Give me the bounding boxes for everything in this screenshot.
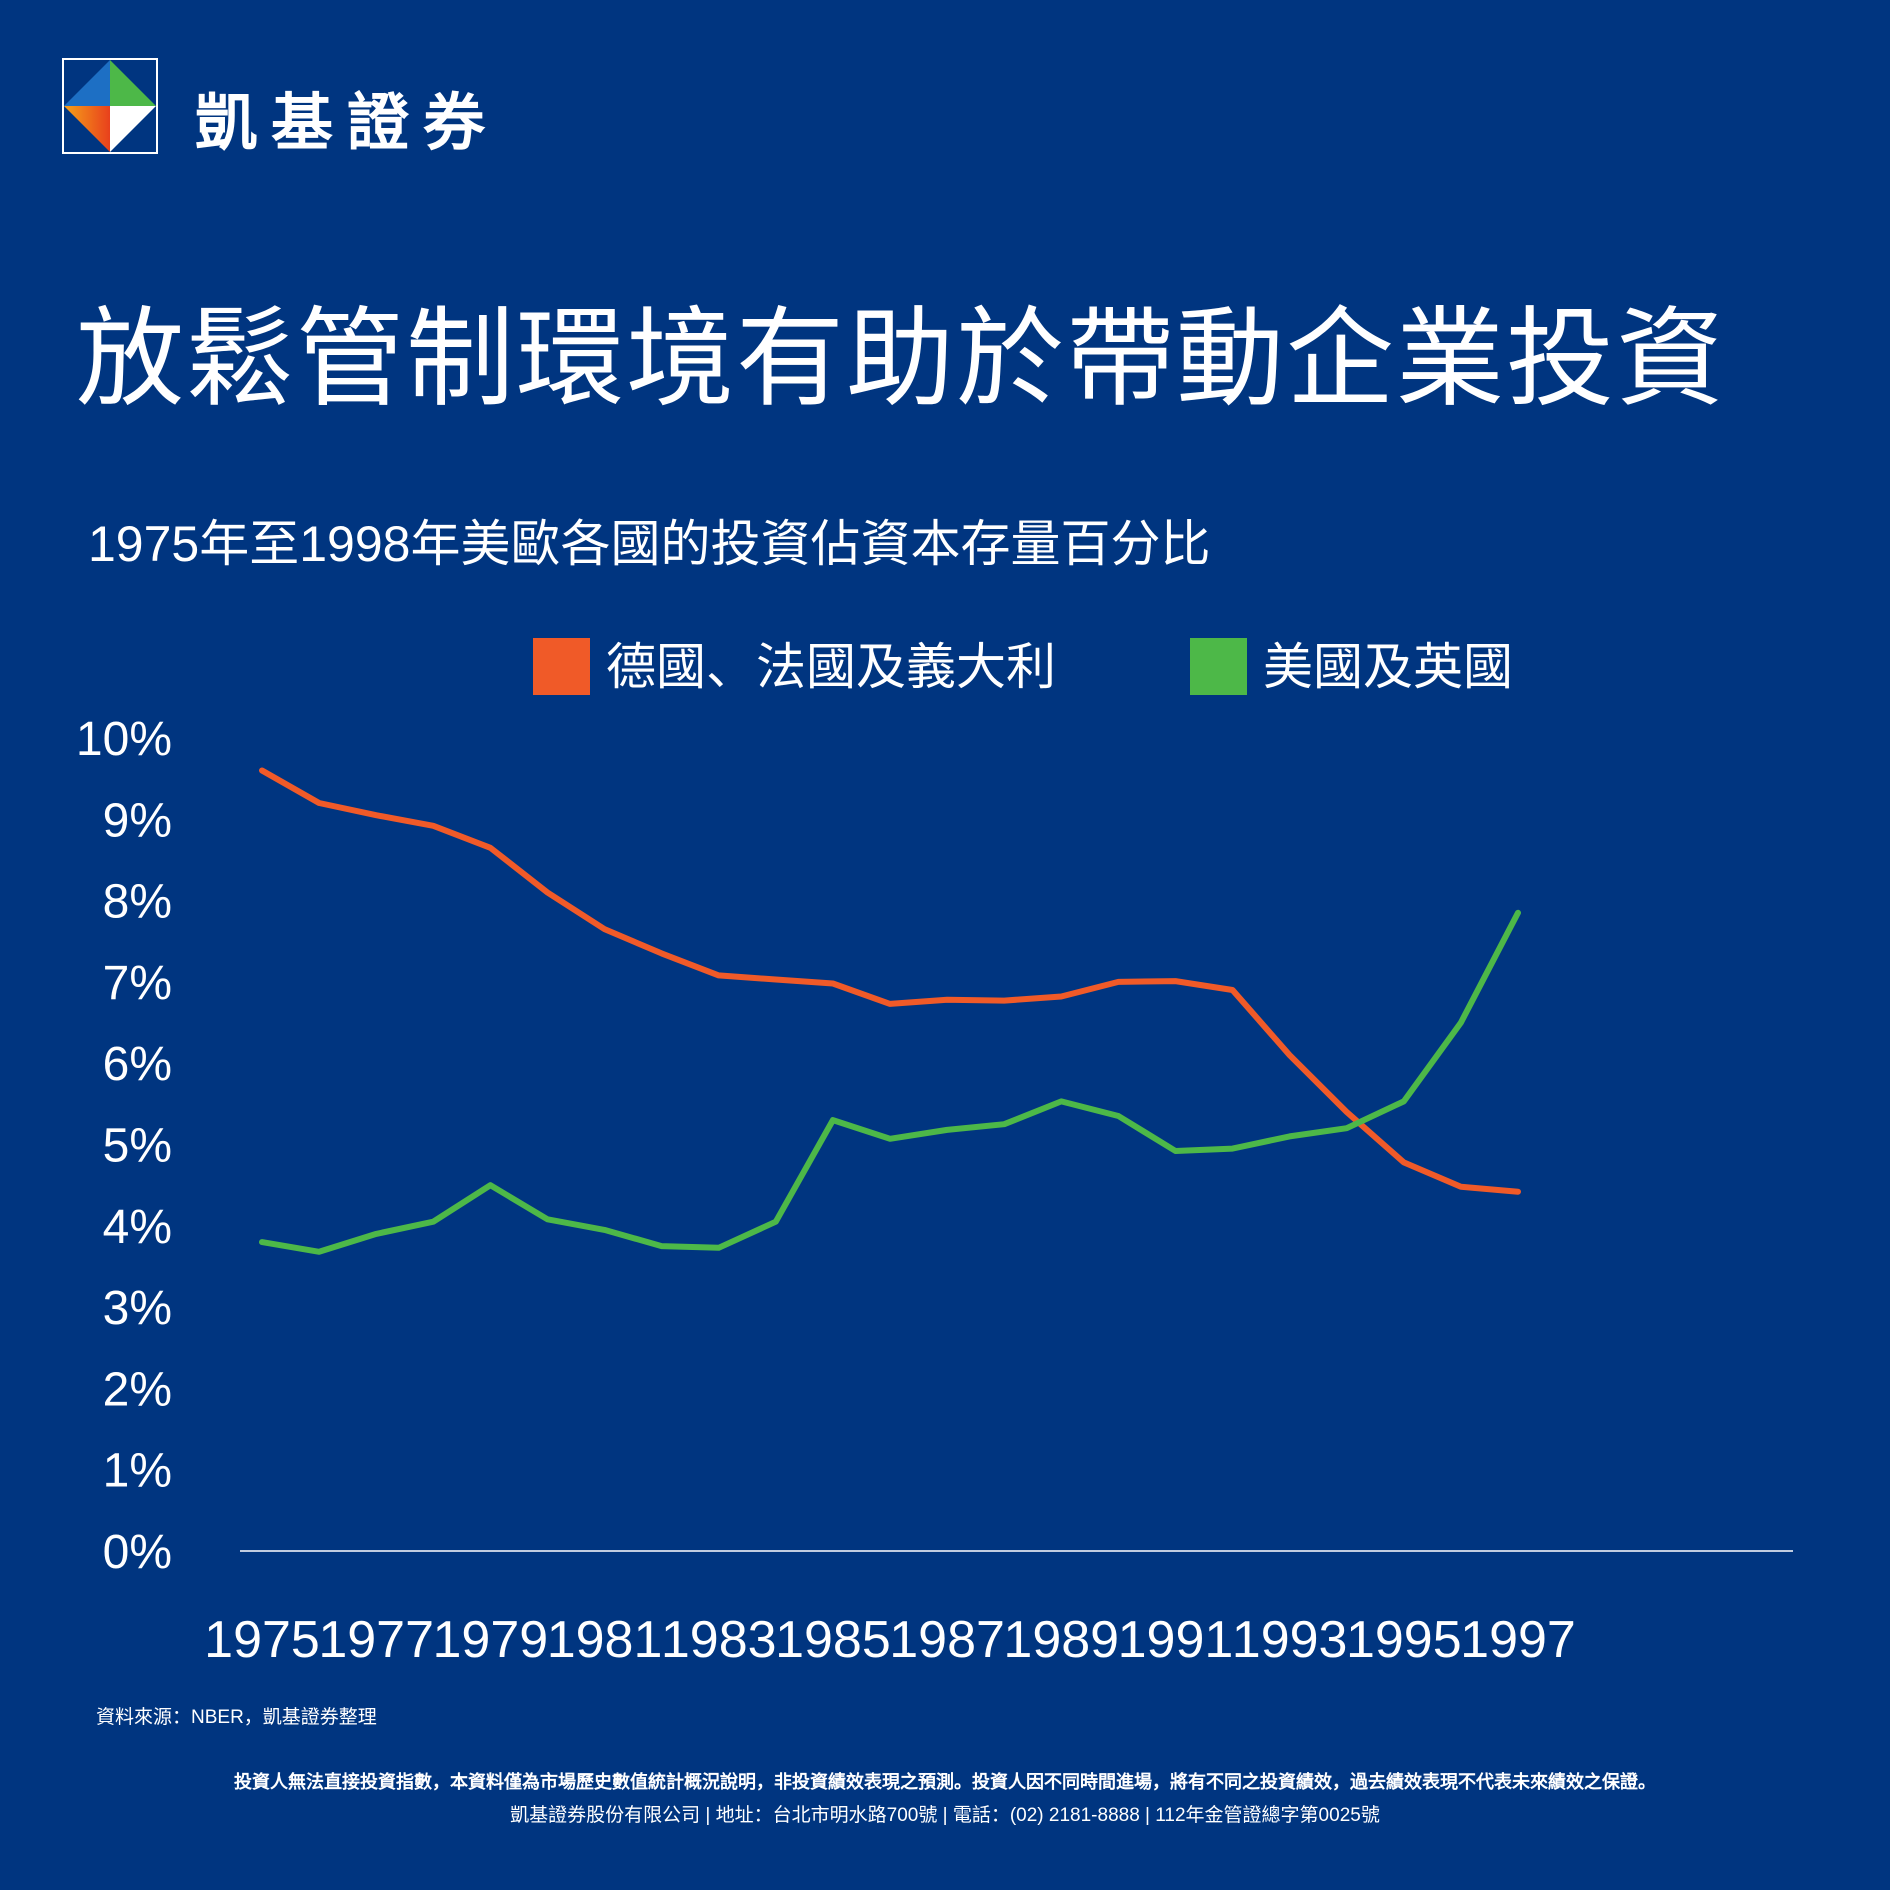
legend-swatch-1 <box>533 638 590 695</box>
x-tick-label: 1985 <box>775 1611 891 1669</box>
x-tick-label: 1997 <box>1460 1611 1576 1669</box>
x-tick-label: 1989 <box>1003 1611 1119 1669</box>
x-tick-label: 1977 <box>318 1611 434 1669</box>
legend-label-2: 美國及英國 <box>1263 639 1513 695</box>
y-tick-label: 4% <box>103 1201 172 1254</box>
x-tick-label: 1991 <box>1118 1611 1234 1669</box>
company-info: 凱基證券股份有限公司 | 地址：台北市明水路700號 | 電話：(02) 218… <box>510 1805 1380 1826</box>
series-line-1 <box>259 767 1521 1195</box>
series-line-2 <box>259 909 1521 1255</box>
x-tick-label: 1975 <box>204 1611 320 1669</box>
legend-swatch-2 <box>1190 638 1247 695</box>
y-tick-label: 7% <box>103 957 172 1010</box>
disclaimer-text: 投資人無法直接投資指數，本資料僅為市場歷史數值統計概況說明，非投資績效表現之預測… <box>234 1772 1656 1792</box>
kgi-logo-icon <box>62 58 158 154</box>
legend-label-1: 德國、法國及義大利 <box>606 639 1056 695</box>
x-tick-label: 1995 <box>1346 1611 1462 1669</box>
line-chart: 德國、法國及義大利 美國及英國 10% 9% 8% 7% 6% 5% 4% 3% 2% 1% 0% 1… <box>76 638 1793 1669</box>
brand-name: 凱基證券 <box>195 89 500 158</box>
x-tick-label: 1993 <box>1232 1611 1348 1669</box>
chart-legend: 德國、法國及義大利 美國及英國 <box>533 638 1513 695</box>
chart-title: 1975年至1998年美歐各國的投資佔資本存量百分比 <box>88 516 1211 572</box>
y-axis: 10% 9% 8% 7% 6% 5% 4% 3% 2% 1% 0% <box>76 713 172 1579</box>
x-tick-label: 1981 <box>547 1611 663 1669</box>
source-note: 資料來源：NBER，凱基證券整理 <box>96 1707 377 1728</box>
series-layer <box>259 767 1521 1255</box>
x-tick-label: 1987 <box>889 1611 1005 1669</box>
y-tick-label: 9% <box>103 794 172 847</box>
y-tick-label: 1% <box>103 1445 172 1498</box>
y-tick-label: 8% <box>103 876 172 929</box>
y-tick-label: 2% <box>103 1363 172 1416</box>
y-tick-label: 5% <box>103 1120 172 1173</box>
y-tick-label: 3% <box>103 1282 172 1335</box>
x-axis: 1975197719791981198319851987198919911993… <box>204 1611 1576 1669</box>
y-tick-label: 10% <box>76 713 172 766</box>
y-tick-label: 0% <box>103 1526 172 1579</box>
y-tick-label: 6% <box>103 1038 172 1091</box>
x-tick-label: 1983 <box>661 1611 777 1669</box>
page-title: 放鬆管制環境有助於帶動企業投資 <box>76 298 1727 419</box>
x-tick-label: 1979 <box>433 1611 549 1669</box>
